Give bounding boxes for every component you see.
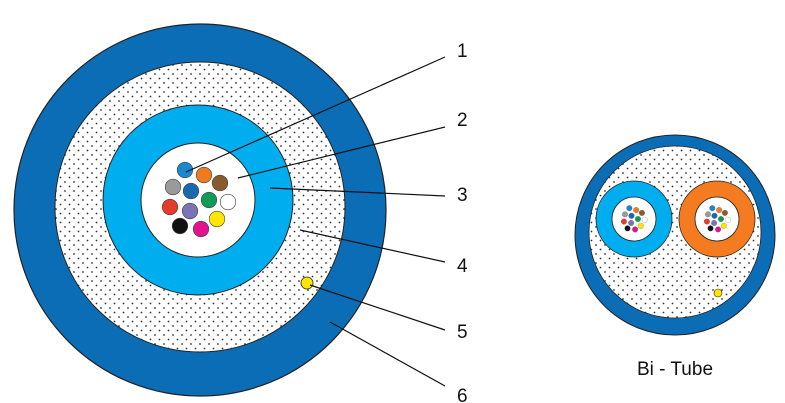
leader-line <box>269 187 446 197</box>
leader-line <box>185 56 446 173</box>
ripcord <box>713 288 723 298</box>
bi-tube-cable <box>574 134 776 336</box>
leader-line <box>309 284 446 331</box>
callout-label: 3 <box>457 185 468 206</box>
callout-label: 5 <box>457 322 468 343</box>
leader-line <box>329 321 446 387</box>
callout-label: 6 <box>457 386 468 403</box>
leader-line <box>299 229 446 263</box>
leaders <box>185 56 446 387</box>
single-tube-cable <box>13 23 387 397</box>
tube-gel <box>611 196 657 242</box>
tube-gel <box>140 142 256 258</box>
ripcord <box>300 276 314 290</box>
callout-label: 1 <box>457 41 468 62</box>
callout-label: 2 <box>457 110 468 131</box>
callout-label: 4 <box>457 256 468 277</box>
caption: Bi - Tube <box>637 359 713 380</box>
leader-line <box>237 126 446 179</box>
tube-gel <box>694 196 740 242</box>
